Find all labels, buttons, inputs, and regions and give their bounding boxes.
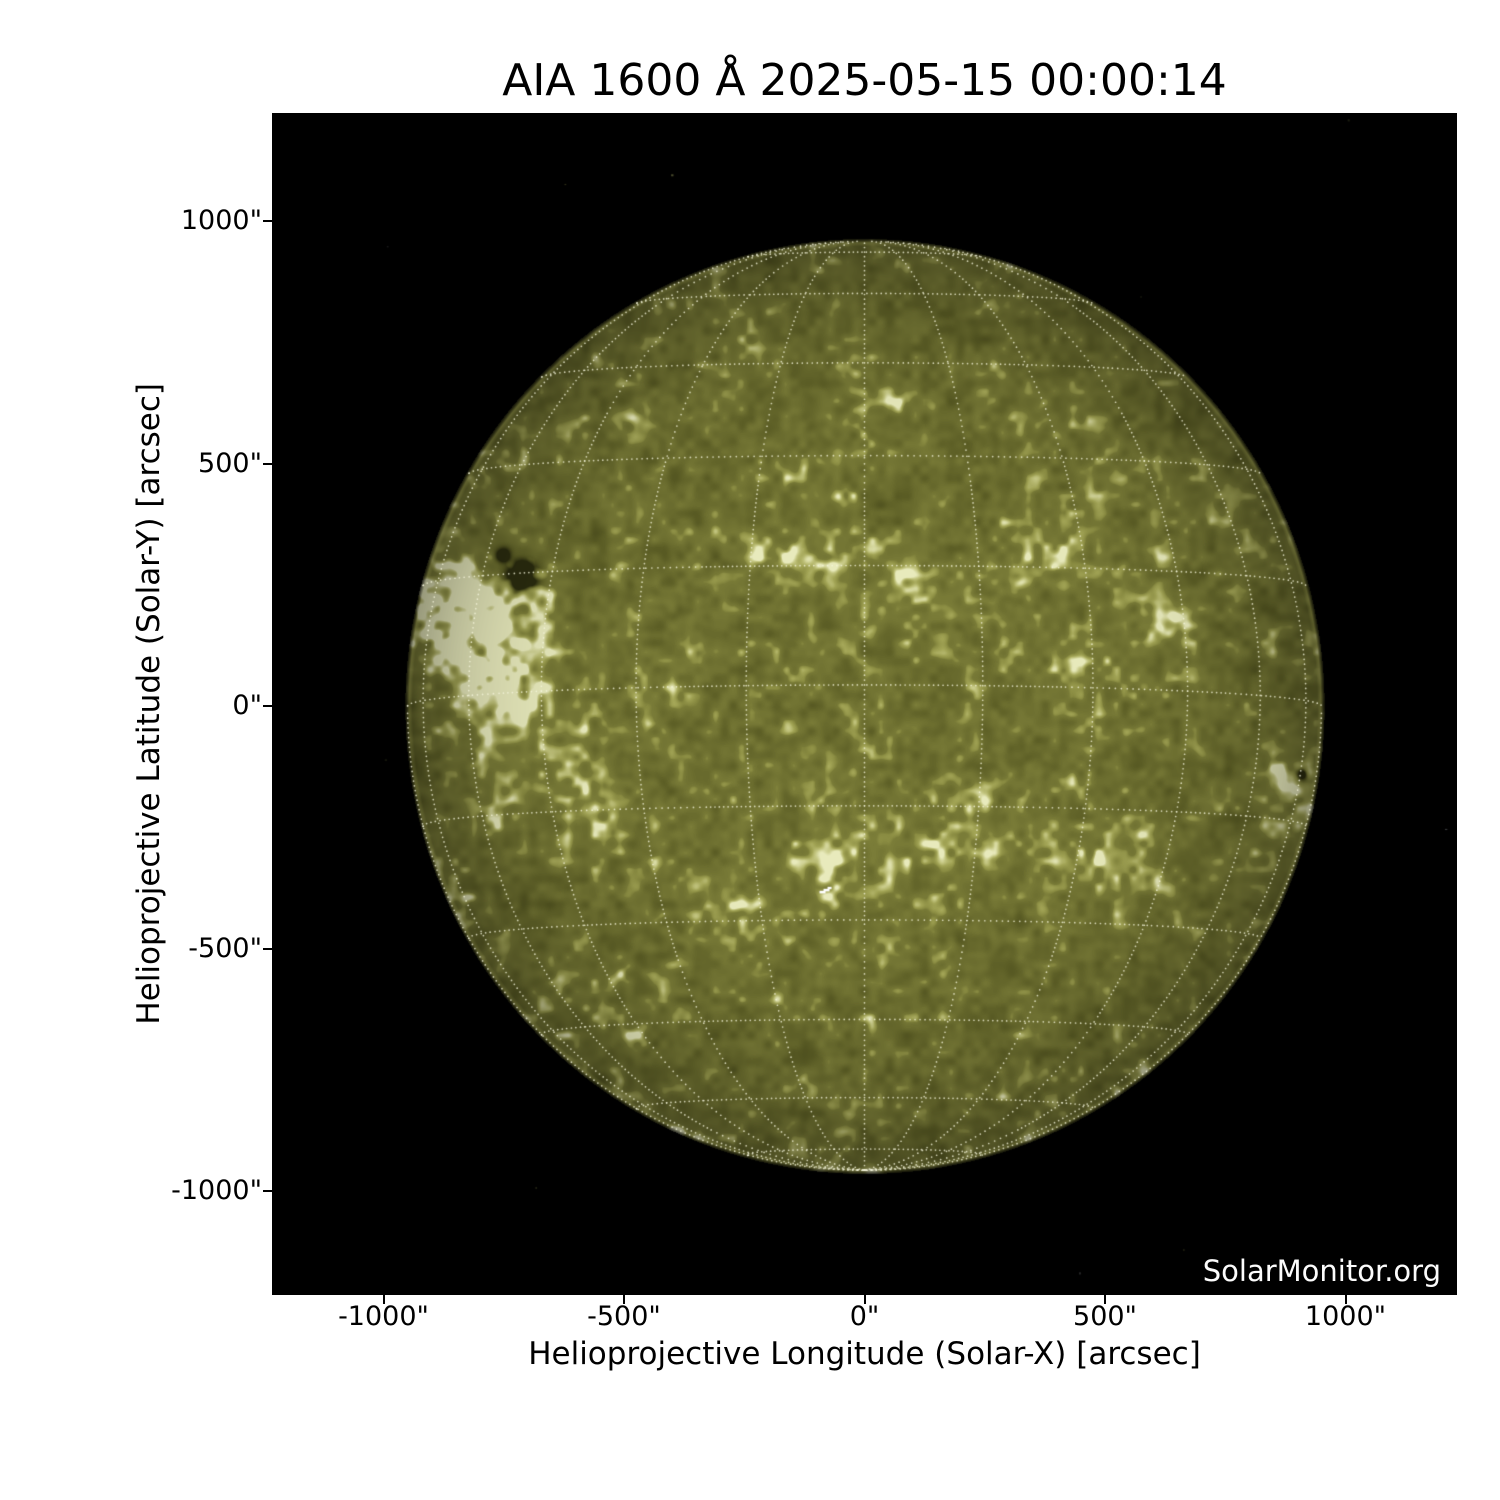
x-tick-mark	[1104, 1295, 1106, 1304]
x-axis-label: Helioprojective Longitude (Solar-X) [arc…	[528, 1336, 1201, 1372]
x-tick-mark	[1344, 1295, 1347, 1304]
x-tick-label: 1000"	[1304, 1301, 1387, 1332]
y-tick-mark	[263, 220, 272, 222]
y-tick-mark	[263, 1190, 272, 1192]
x-tick-label: -1000"	[338, 1301, 429, 1332]
y-tick-label: 500"	[198, 447, 262, 479]
y-tick-label: -500"	[188, 932, 262, 964]
solar-disk-image	[272, 113, 1457, 1295]
x-tick-mark	[382, 1295, 385, 1304]
y-tick-label: 1000"	[180, 205, 262, 236]
x-tick-label: 500"	[1073, 1301, 1137, 1332]
x-tick-label: -500"	[587, 1301, 661, 1332]
y-tick-mark	[263, 947, 272, 950]
x-tick-mark	[863, 1295, 866, 1304]
x-tick-label: 0"	[849, 1301, 880, 1332]
watermark: SolarMonitor.org	[1202, 1254, 1441, 1288]
chart-title: AIA 1600 Å 2025-05-15 00:00:14	[502, 55, 1227, 106]
y-tick-label: 0"	[232, 690, 262, 721]
y-tick-mark	[263, 462, 272, 465]
x-tick-mark	[623, 1295, 625, 1304]
y-tick-mark	[263, 705, 272, 707]
y-tick-label: -1000"	[171, 1175, 262, 1206]
plot-area: SolarMonitor.org	[272, 113, 1457, 1295]
